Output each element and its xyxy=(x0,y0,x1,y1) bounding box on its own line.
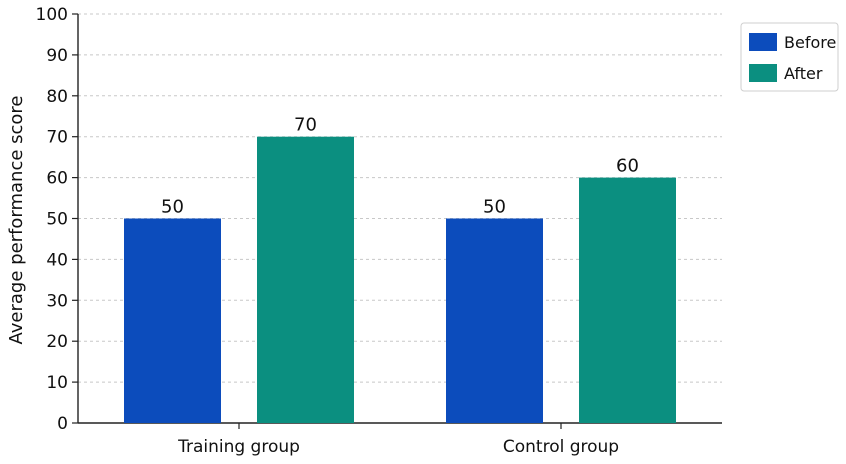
labels-layer: 50 70 50 60 xyxy=(161,115,639,218)
y-tick-label: 90 xyxy=(46,46,68,66)
y-tick-label: 80 xyxy=(46,87,68,107)
y-tick-label: 100 xyxy=(36,5,68,25)
legend: Before After xyxy=(740,22,839,92)
y-tick-label: 50 xyxy=(46,210,68,230)
legend-label: Before xyxy=(784,33,836,52)
y-tick-label: 30 xyxy=(46,291,68,311)
legend-swatch xyxy=(749,33,777,51)
legend-label: After xyxy=(784,64,823,83)
bar-after-1 xyxy=(257,136,354,423)
bar-after-2 xyxy=(579,177,676,423)
bar-before-1 xyxy=(124,218,221,423)
data-label: 50 xyxy=(161,197,184,218)
legend-swatch xyxy=(749,64,777,82)
data-label: 50 xyxy=(483,197,506,218)
x-tick-label: Control group xyxy=(503,437,619,457)
data-label: 60 xyxy=(616,156,639,177)
y-axis-title: Average performance score xyxy=(6,95,27,344)
y-tick-label: 20 xyxy=(46,332,68,352)
y-tick-label: 10 xyxy=(46,373,68,393)
data-label: 70 xyxy=(294,115,317,136)
bar-before-2 xyxy=(446,218,543,423)
x-tick-label: Training group xyxy=(177,437,300,457)
axes-layer: 0 10 20 30 40 50 60 70 80 90 100 Training group Cont… xyxy=(36,5,722,457)
y-tick-label: 40 xyxy=(46,250,68,270)
bars-layer xyxy=(124,136,676,423)
y-tick-label: 0 xyxy=(57,414,68,434)
y-tick-label: 70 xyxy=(46,128,68,148)
y-tick-label: 60 xyxy=(46,169,68,189)
